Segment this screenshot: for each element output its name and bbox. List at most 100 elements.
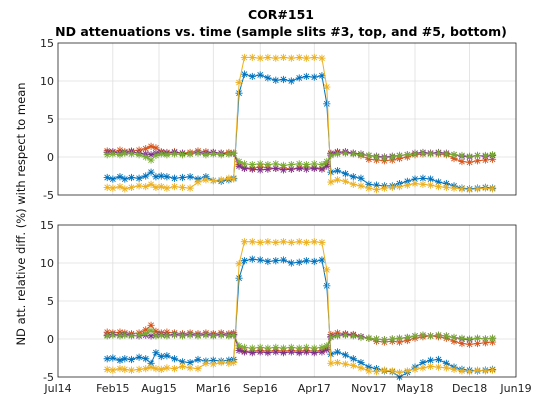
top-series-5-point (209, 150, 217, 158)
top-panel: -5 0 5 10 15 (40, 37, 517, 202)
top-series-5-point (481, 151, 489, 160)
bottom-series-5-point (217, 331, 225, 339)
top-series-3-point (426, 181, 435, 189)
top-series-5-point (170, 150, 179, 158)
bottom-series-5-point (272, 343, 280, 351)
top-series-1-point (127, 173, 136, 182)
top-series-5-point (365, 151, 373, 160)
bottom-series-1-point (434, 355, 443, 364)
bottom-series-3-point (157, 365, 165, 373)
top-series-2-point (152, 144, 160, 152)
bottom-series-5-point (147, 327, 155, 335)
bottom-series-5-point (481, 335, 489, 343)
top-series-5-point (419, 149, 427, 157)
top-series-4-point (235, 162, 243, 170)
top-series-1-point (248, 72, 256, 81)
x-tick-label: Feb15 (96, 382, 129, 395)
top-series-5-point (465, 152, 474, 160)
bottom-series-5-point (178, 332, 187, 340)
top-series-3-point (225, 174, 233, 182)
bottom-series-3-point (217, 358, 225, 367)
bottom-series-5-point (194, 332, 202, 340)
bottom-series-1-point (310, 257, 318, 266)
top-series-5-point (333, 150, 342, 158)
bottom-series-3-point (116, 365, 124, 373)
bottom-series-3-point (248, 238, 256, 246)
bottom-series-5-point (341, 331, 349, 339)
bottom-series-1-point (121, 355, 129, 363)
top-series-3-point (434, 183, 443, 191)
bottom-series-3-point (127, 366, 136, 374)
top-series-3-point (458, 185, 466, 193)
top-series-5-point (426, 150, 435, 158)
top-series-3-point (217, 176, 225, 184)
top-series-5-point (357, 151, 365, 159)
top-series-3-point (310, 53, 318, 62)
bottom-series-1-point (209, 356, 217, 364)
bottom-series-5-point (279, 344, 288, 352)
top-series-5-point (256, 160, 264, 168)
top-series-1-point (365, 180, 373, 188)
top-series-3-point (327, 178, 335, 186)
bottom-series-5-point (465, 335, 474, 343)
bottom-series-1-point (194, 355, 202, 364)
top-series-3-point (365, 184, 373, 192)
bottom-series-3-point (349, 362, 357, 370)
bottom-series-1-point (142, 355, 150, 363)
top-series-4-point (147, 151, 155, 159)
top-series-3-point (194, 178, 202, 186)
top-series-1-point (341, 170, 349, 178)
top-series-2-point (488, 155, 497, 163)
top-series-2-point (147, 142, 155, 150)
bottom-series-5-point (157, 331, 165, 339)
top-series-5-point (178, 151, 187, 159)
top-series-5-point (323, 157, 331, 166)
bottom-series-5-point (209, 332, 217, 340)
top-series-1-point (287, 77, 295, 85)
bottom-y-tick-label: 5 (47, 295, 54, 308)
top-series-4-point (264, 165, 272, 173)
top-series-1-point (116, 173, 124, 181)
top-series-1-point (103, 173, 111, 182)
top-series-5-point (147, 156, 155, 164)
top-series-3-point (109, 184, 117, 192)
top-series-5-point (240, 160, 249, 168)
top-series-3-point (163, 184, 171, 192)
top-series-5-point (372, 153, 381, 161)
bottom-series-5-point (152, 332, 160, 340)
top-y-tick-label: 15 (40, 37, 54, 50)
bottom-series-5-point (395, 334, 404, 342)
bottom-series-4-point (272, 348, 280, 356)
bottom-series-1-point (116, 356, 124, 364)
top-series-3-point (264, 53, 272, 62)
top-series-1-point (426, 175, 435, 183)
bottom-series-4-point (323, 346, 331, 354)
top-series-5-point (442, 150, 450, 158)
bottom-series-3-point (109, 366, 117, 374)
top-series-1-point (178, 173, 187, 182)
top-series-3-point (121, 185, 129, 193)
bottom-series-5-point (372, 335, 381, 343)
top-series-2-point (450, 154, 458, 163)
top-series-3-point (157, 183, 165, 191)
top-series-1-point (318, 72, 326, 80)
top-series-3-point (333, 176, 342, 184)
bottom-series-5-point (403, 333, 411, 342)
top-series-1-point (235, 89, 243, 97)
top-series-3-point (295, 53, 303, 62)
bottom-series-5-point (103, 332, 111, 340)
bottom-series-2-point (450, 337, 458, 345)
top-series-5-point (121, 149, 129, 157)
top-series-3-point (473, 185, 482, 193)
bottom-series-3-point (310, 238, 318, 246)
top-series-3-point (152, 183, 160, 191)
bottom-series-1-point (318, 256, 326, 264)
top-series-1-point (333, 167, 342, 175)
bottom-series-1-point (147, 359, 155, 367)
bottom-series-5-point (230, 331, 238, 339)
bottom-series-3-point (365, 367, 373, 375)
top-series-3-point (357, 182, 365, 190)
top-series-3-point (248, 53, 256, 62)
bottom-series-3-point (264, 238, 272, 246)
bottom-series-1-point (302, 257, 310, 265)
